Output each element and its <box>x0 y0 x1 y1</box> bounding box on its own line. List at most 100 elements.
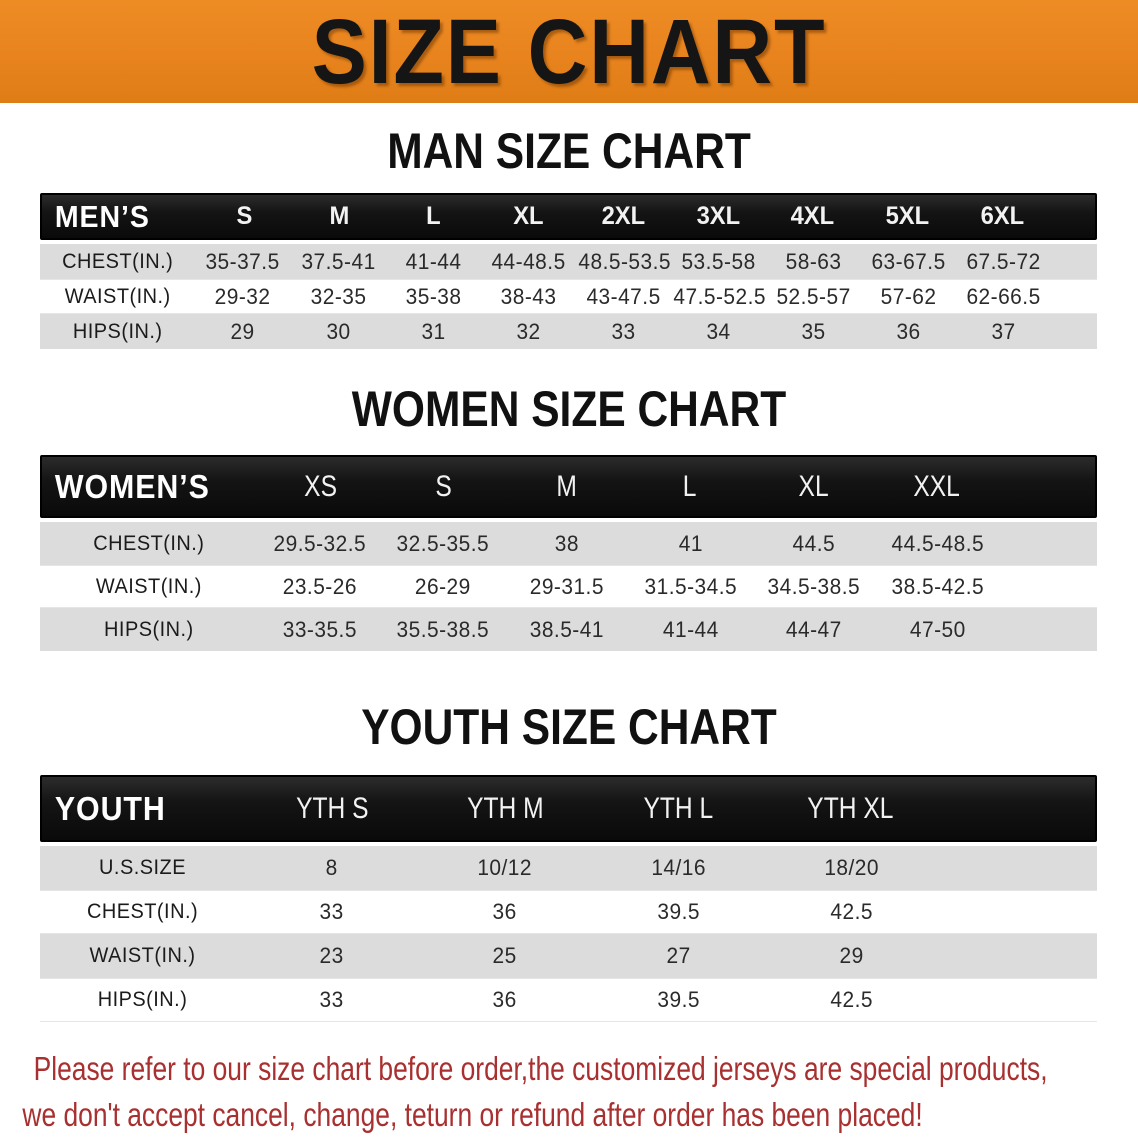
column-header: XXL <box>913 469 960 503</box>
table-row: WAIST(IN.) 23 25 27 29 <box>40 934 1097 978</box>
column-header: M <box>556 469 578 503</box>
size-value: 44.5-48.5 <box>891 530 985 556</box>
youth-table-header: YOUTH YTH S YTH M YTH L YTH XL <box>40 775 1097 842</box>
size-value: 37.5-41 <box>300 248 376 274</box>
column-header: 5XL <box>885 202 930 230</box>
size-value: 31.5-34.5 <box>644 573 737 599</box>
size-value: 41-44 <box>405 248 462 274</box>
womens-header-label: WOMEN’S <box>54 467 210 505</box>
size-value: 34 <box>706 318 731 344</box>
size-value: 35-38 <box>405 283 462 309</box>
size-value: 23 <box>319 943 344 968</box>
size-value: 14/16 <box>651 855 706 880</box>
size-value: 32 <box>516 318 541 344</box>
row-label: WAIST(IN.) <box>89 944 196 967</box>
column-header: L <box>426 202 441 230</box>
mens-size-table: MEN’S S M L XL 2XL 3XL 4XL 5XL 6XL CHEST… <box>40 193 1097 349</box>
size-value: 53.5-58 <box>681 248 756 274</box>
table-row: WAIST(IN.) 23.5-26 26-29 29-31.5 31.5-34… <box>40 565 1097 608</box>
table-row: HIPS(IN.) 29 30 31 32 33 34 35 36 37 <box>40 314 1097 349</box>
size-value: 33-35.5 <box>282 616 357 642</box>
size-value: 42.5 <box>830 987 874 1012</box>
column-header: XS <box>304 469 337 503</box>
size-value: 44-48.5 <box>491 248 566 274</box>
column-header: XL <box>798 469 829 503</box>
size-value: 38-43 <box>500 283 557 309</box>
youth-header-label: YOUTH <box>54 789 166 827</box>
size-value: 38.5-41 <box>529 616 604 642</box>
youth-section-title: YOUTH SIZE CHART <box>361 699 777 755</box>
table-row: WAIST(IN.) 29-32 32-35 35-38 38-43 43-47… <box>40 279 1097 314</box>
row-label: WAIST(IN.) <box>95 574 202 598</box>
row-label: HIPS(IN.) <box>97 988 188 1011</box>
banner: SIZE CHART <box>0 0 1138 103</box>
table-row: CHEST(IN.) 33 36 39.5 42.5 <box>40 890 1097 934</box>
size-value: 33 <box>319 987 344 1012</box>
size-value: 36 <box>896 318 921 344</box>
column-header: 2XL <box>601 202 646 230</box>
size-value: 10/12 <box>477 855 533 880</box>
table-row: HIPS(IN.) 33-35.5 35.5-38.5 38.5-41 41-4… <box>40 608 1097 651</box>
column-header: 3XL <box>696 202 740 230</box>
mens-header-label: MEN’S <box>54 198 150 234</box>
column-header: L <box>683 469 697 503</box>
women-section-title: WOMEN SIZE CHART <box>351 381 787 437</box>
column-header: 6XL <box>980 202 1025 230</box>
size-value: 58-63 <box>785 248 842 274</box>
size-value: 33 <box>611 318 636 344</box>
size-value: 48.5-53.5 <box>578 248 671 274</box>
disclaimer-line-1: Please refer to our size chart before or… <box>33 1050 1048 1087</box>
size-value: 63-67.5 <box>871 248 946 274</box>
size-value: 41 <box>678 530 703 556</box>
size-value: 39.5 <box>657 899 700 924</box>
column-header: 4XL <box>790 202 835 230</box>
size-value: 44.5 <box>792 530 836 556</box>
size-value: 33 <box>319 899 344 924</box>
size-value: 29-32 <box>215 283 271 309</box>
size-value: 52.5-57 <box>776 283 851 309</box>
page-title: SIZE CHART <box>311 0 827 103</box>
size-value: 32.5-35.5 <box>396 530 490 556</box>
youth-size-table: YOUTH YTH S YTH M YTH L YTH XL U.S.SIZE … <box>40 775 1097 1022</box>
row-label: HIPS(IN.) <box>72 319 163 343</box>
column-header: S <box>435 469 452 503</box>
size-value: 35 <box>801 318 826 344</box>
column-header: S <box>236 202 253 230</box>
size-value: 38 <box>554 530 579 556</box>
size-value: 27 <box>666 943 691 968</box>
size-value: 44-47 <box>786 616 843 642</box>
size-value: 29 <box>839 943 864 968</box>
womens-table-header: WOMEN’S XS S M L XL XXL <box>40 455 1097 518</box>
row-label: U.S.SIZE <box>99 856 186 879</box>
row-label: WAIST(IN.) <box>64 284 171 308</box>
size-value: 30 <box>325 318 351 344</box>
size-value: 67.5-72 <box>966 248 1042 274</box>
size-value: 8 <box>325 855 338 880</box>
size-value: 38.5-42.5 <box>891 573 985 599</box>
size-value: 39.5 <box>657 987 700 1012</box>
size-value: 57-62 <box>880 283 937 309</box>
size-value: 35.5-38.5 <box>396 616 490 642</box>
column-header: YTH M <box>467 791 544 825</box>
size-value: 34.5-38.5 <box>767 573 861 599</box>
size-value: 29-31.5 <box>529 573 604 599</box>
table-row: HIPS(IN.) 33 36 39.5 42.5 <box>40 978 1097 1022</box>
column-header: M <box>329 202 349 230</box>
size-value: 26-29 <box>415 573 472 599</box>
row-label: CHEST(IN.) <box>93 531 205 555</box>
size-value: 47.5-52.5 <box>673 283 766 309</box>
column-header: XL <box>513 202 544 230</box>
disclaimer-line-2: we don't accept cancel, change, teturn o… <box>22 1096 923 1133</box>
table-row: CHEST(IN.) 35-37.5 37.5-41 41-44 44-48.5… <box>40 244 1097 279</box>
size-value: 23.5-26 <box>282 573 357 599</box>
size-value: 47-50 <box>909 616 966 642</box>
size-value: 41-44 <box>662 616 719 642</box>
row-label: CHEST(IN.) <box>86 900 199 923</box>
womens-size-table: WOMEN’S XS S M L XL XXL CHEST(IN.) 29.5-… <box>40 455 1097 651</box>
column-header: YTH L <box>643 791 713 825</box>
size-value: 29 <box>230 318 256 344</box>
size-value: 35-37.5 <box>205 248 281 274</box>
disclaimer: Please refer to our size chart before or… <box>0 1046 1138 1138</box>
size-value: 31 <box>421 318 446 344</box>
table-row: U.S.SIZE 8 10/12 14/16 18/20 <box>40 846 1097 890</box>
